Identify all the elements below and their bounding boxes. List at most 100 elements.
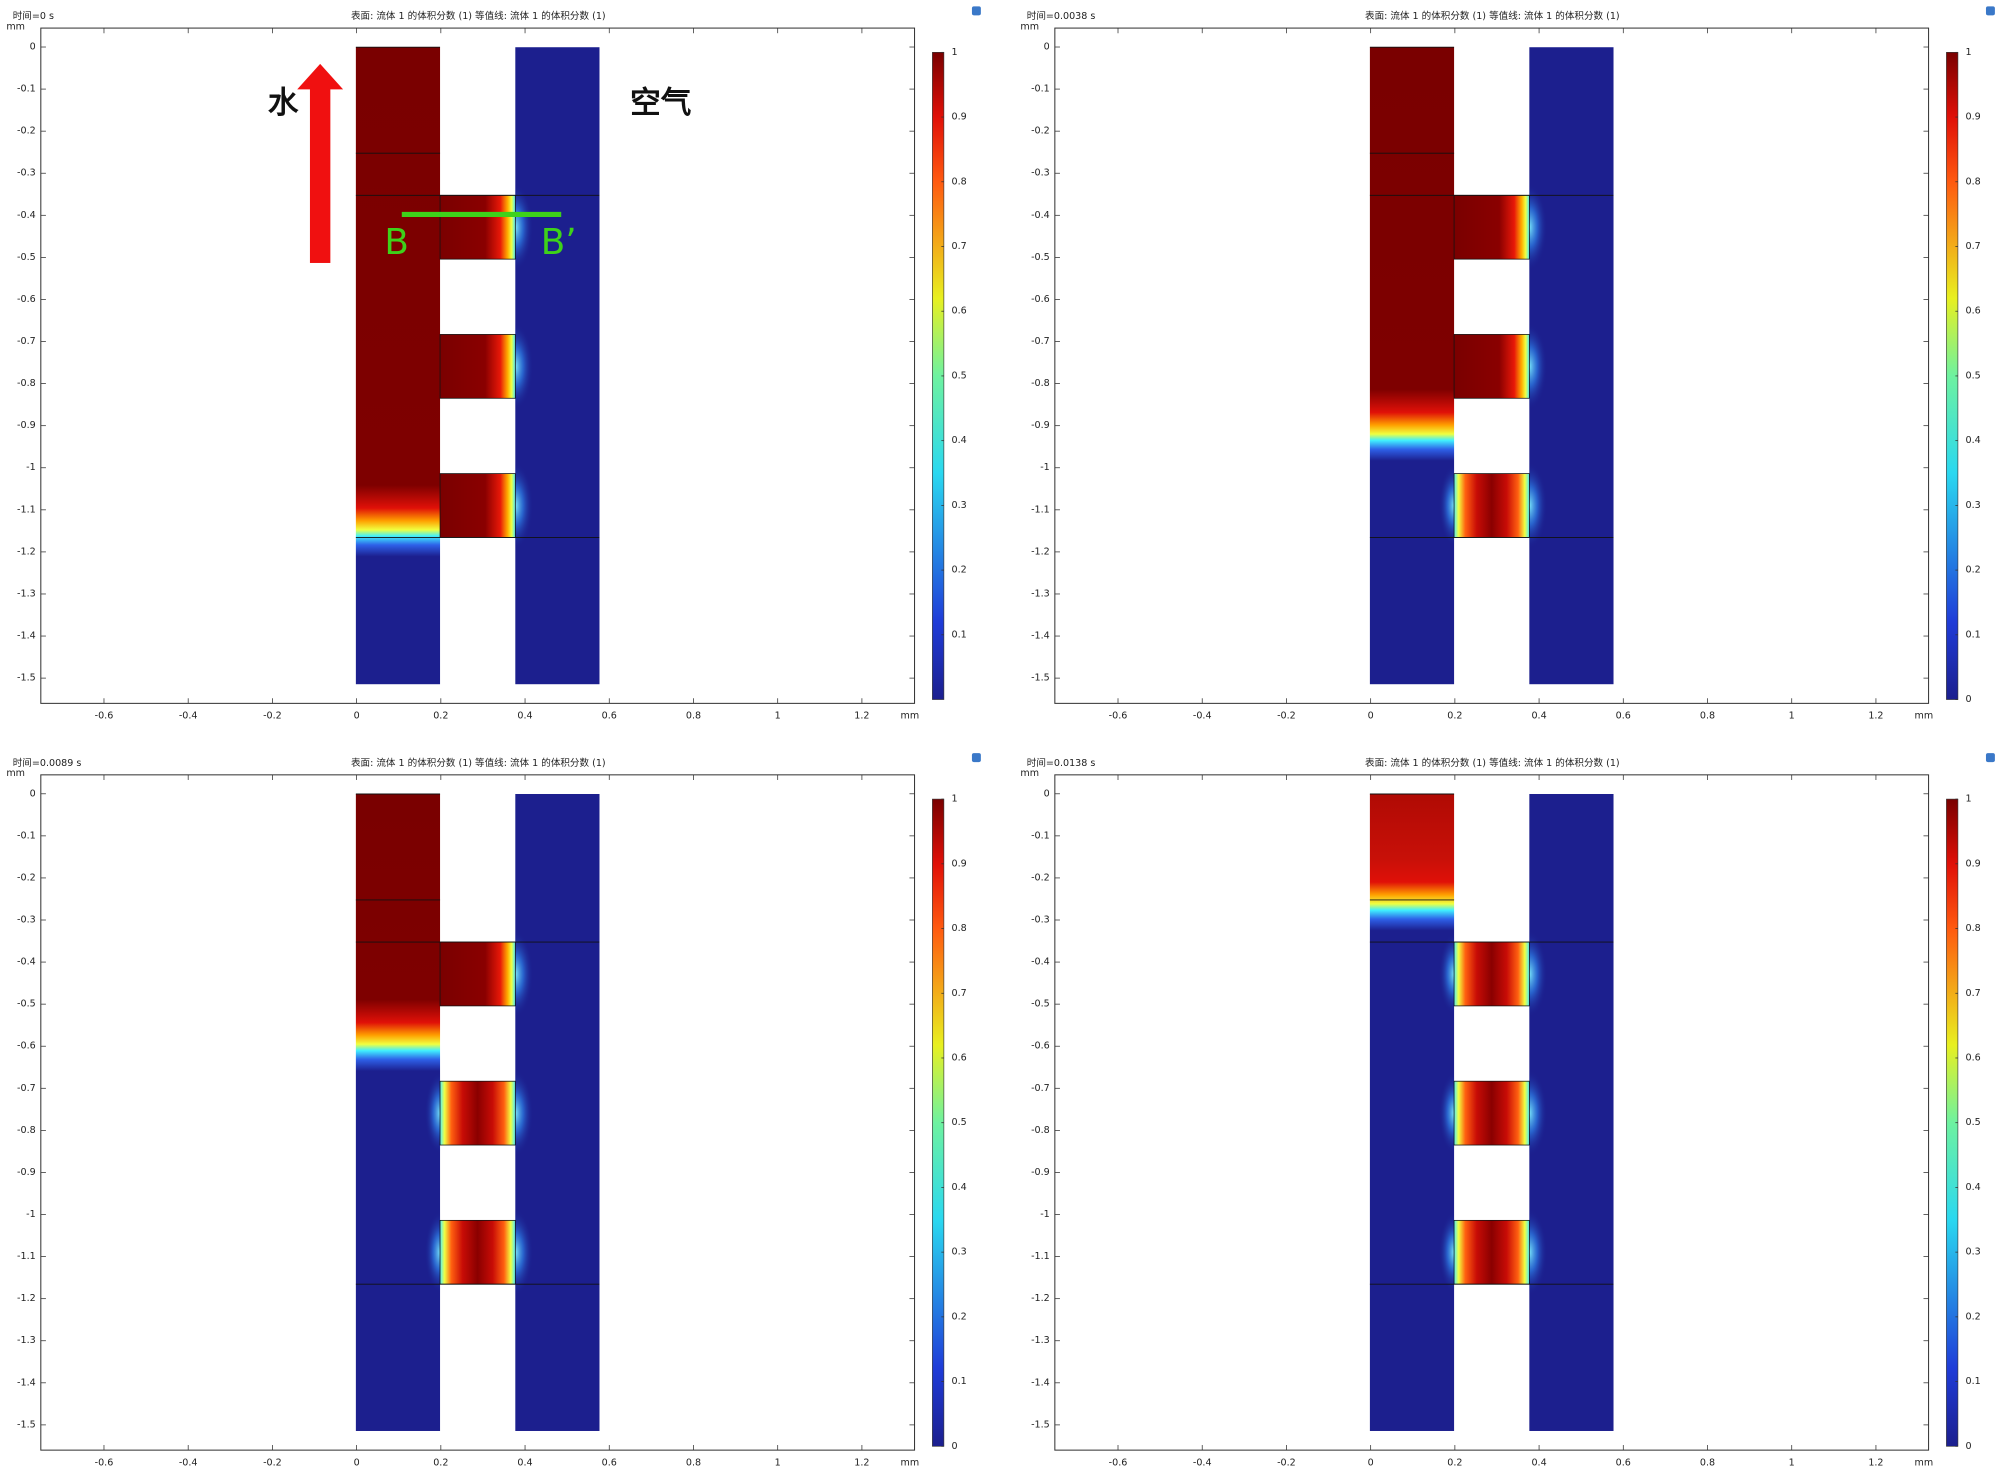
x-tick-label: -0.2	[263, 711, 282, 722]
y-tick-label: -0.1	[17, 830, 36, 841]
y-tick-label: -0.4	[17, 210, 36, 221]
panel-icon	[1985, 6, 1995, 16]
x-tick-label: 1	[775, 711, 781, 722]
y-tick-label: -0.3	[1031, 915, 1050, 926]
y-tick-label: -0.9	[17, 1167, 36, 1178]
x-tick-label: 0.6	[602, 1457, 617, 1468]
panel-subtitle: 表面: 流体 1 的体积分数 (1) 等值线: 流体 1 的体积分数 (1)	[1365, 10, 1620, 22]
x-tick-label: 0.4	[1531, 1457, 1546, 1468]
panel-icon	[971, 6, 981, 16]
x-axis-unit: mm	[901, 711, 920, 722]
bridge-channel	[1453, 941, 1530, 1007]
colorbar-tick-label: 0.9	[1966, 112, 1981, 123]
y-tick-label: -0.2	[1031, 126, 1050, 137]
y-tick-label: -1.3	[17, 588, 36, 599]
colorbar-tick-label: 0.1	[952, 1376, 967, 1387]
y-tick-label: -1	[1040, 1209, 1050, 1220]
annotation: 空气	[630, 86, 691, 121]
colorbar-tick-label: 0.7	[952, 988, 967, 999]
y-tick-label: -0.7	[1031, 1083, 1050, 1094]
annotation: B	[384, 222, 409, 263]
colorbar-tick-label: 0.3	[952, 500, 967, 511]
x-tick-label: 1.2	[1868, 711, 1883, 722]
colorbar-tick-label: 0.5	[1966, 370, 1981, 381]
x-tick-label: -0.2	[1277, 1457, 1296, 1468]
colorbar-tick-label: 0.8	[952, 176, 967, 187]
x-tick-label: 0.2	[1447, 711, 1462, 722]
interface-glow	[515, 1069, 534, 1157]
arrow-head	[297, 63, 344, 90]
panel-subtitle: 表面: 流体 1 的体积分数 (1) 等值线: 流体 1 的体积分数 (1)	[351, 10, 606, 22]
colorbar-tick-label: 1	[1966, 794, 1972, 805]
y-tick-label: -1.4	[17, 631, 36, 642]
interface-glow	[515, 462, 534, 549]
y-tick-label: -1.2	[17, 1293, 36, 1304]
x-tick-label: 0.6	[1616, 1457, 1631, 1468]
colorbar-tick-label: 0.3	[952, 1247, 967, 1258]
bridge-channel	[439, 941, 516, 1007]
panel: 时间=0.0089 s 表面: 流体 1 的体积分数 (1) 等值线: 流体 1 …	[6, 753, 981, 1468]
x-tick-label: -0.6	[95, 711, 114, 722]
y-tick-label: -1.3	[1031, 588, 1050, 599]
y-tick-label: -0.7	[1031, 336, 1050, 347]
colorbar-tick-label: 0.4	[952, 435, 967, 446]
y-tick-label: -0.7	[17, 336, 36, 347]
panel-icon	[971, 753, 981, 763]
interface-glow	[424, 1072, 441, 1154]
panel-title: 时间=0.0038 s	[1027, 10, 1096, 22]
x-tick-label: -0.4	[1193, 1457, 1212, 1468]
y-tick-label: -0.9	[17, 420, 36, 431]
x-tick-label: 0.4	[517, 1457, 532, 1468]
interface-glow	[1438, 933, 1455, 1015]
y-tick-label: -0.5	[1031, 999, 1050, 1010]
panel-subtitle: 表面: 流体 1 的体积分数 (1) 等值线: 流体 1 的体积分数 (1)	[351, 757, 606, 769]
x-tick-label: 0.8	[1700, 1457, 1715, 1468]
annotation: B’	[541, 222, 577, 263]
x-tick-label: 0	[354, 1457, 360, 1468]
y-tick-label: -0.2	[1031, 872, 1050, 883]
y-tick-label: -0.2	[17, 872, 36, 883]
y-tick-label: -0.6	[17, 1041, 36, 1052]
x-tick-label: 0.4	[517, 711, 532, 722]
colorbar-tick-label: 0.4	[952, 1182, 967, 1193]
y-tick-label: -0.2	[17, 126, 36, 137]
y-tick-label: -0.5	[1031, 252, 1050, 263]
y-tick-label: -0.3	[17, 168, 36, 179]
panel-title: 时间=0.0089 s	[13, 757, 82, 769]
y-tick-label: -0.5	[17, 999, 36, 1010]
interface-glow	[1529, 183, 1548, 271]
colorbar-tick-label: 0.4	[1966, 435, 1981, 446]
y-tick-label: -1.5	[1031, 673, 1050, 684]
colorbar-tick-label: 0.1	[1966, 629, 1981, 640]
y-tick-label: -0.8	[1031, 378, 1050, 389]
colorbar-tick-label: 0.2	[1966, 565, 1981, 576]
panel-icon	[1985, 753, 1995, 763]
y-tick-label: -0.4	[1031, 957, 1050, 968]
colorbar-tick-label: 0.8	[952, 923, 967, 934]
x-tick-label: 1.2	[1868, 1457, 1883, 1468]
x-axis-unit: mm	[901, 1457, 920, 1468]
x-tick-label: 0.2	[433, 711, 448, 722]
bridge-channel	[439, 1080, 516, 1146]
y-axis-unit: mm	[6, 21, 25, 32]
x-tick-label: 0.6	[602, 711, 617, 722]
y-tick-label: -0.3	[1031, 168, 1050, 179]
y-tick-label: -0.5	[17, 252, 36, 263]
y-tick-label: -1.5	[17, 1419, 36, 1430]
x-tick-label: -0.6	[1109, 711, 1128, 722]
panel-title: 时间=0 s	[13, 10, 54, 22]
x-tick-label: 0.2	[433, 1457, 448, 1468]
x-tick-label: 0.4	[1531, 711, 1546, 722]
interface-glow	[1529, 1208, 1548, 1296]
panel-subtitle: 表面: 流体 1 的体积分数 (1) 等值线: 流体 1 的体积分数 (1)	[1365, 757, 1620, 769]
colorbar-tick-label: 0.9	[952, 112, 967, 123]
y-tick-label: -0.1	[1031, 830, 1050, 841]
colorbar-tick-label: 0.2	[1966, 1311, 1981, 1322]
y-axis-unit: mm	[6, 768, 25, 779]
bridge-channel	[1453, 1080, 1530, 1146]
y-tick-label: 0	[30, 42, 36, 53]
y-tick-label: -1.3	[1031, 1335, 1050, 1346]
colorbar-tick-label: 1	[952, 794, 958, 805]
interface-glow	[1529, 1069, 1548, 1157]
